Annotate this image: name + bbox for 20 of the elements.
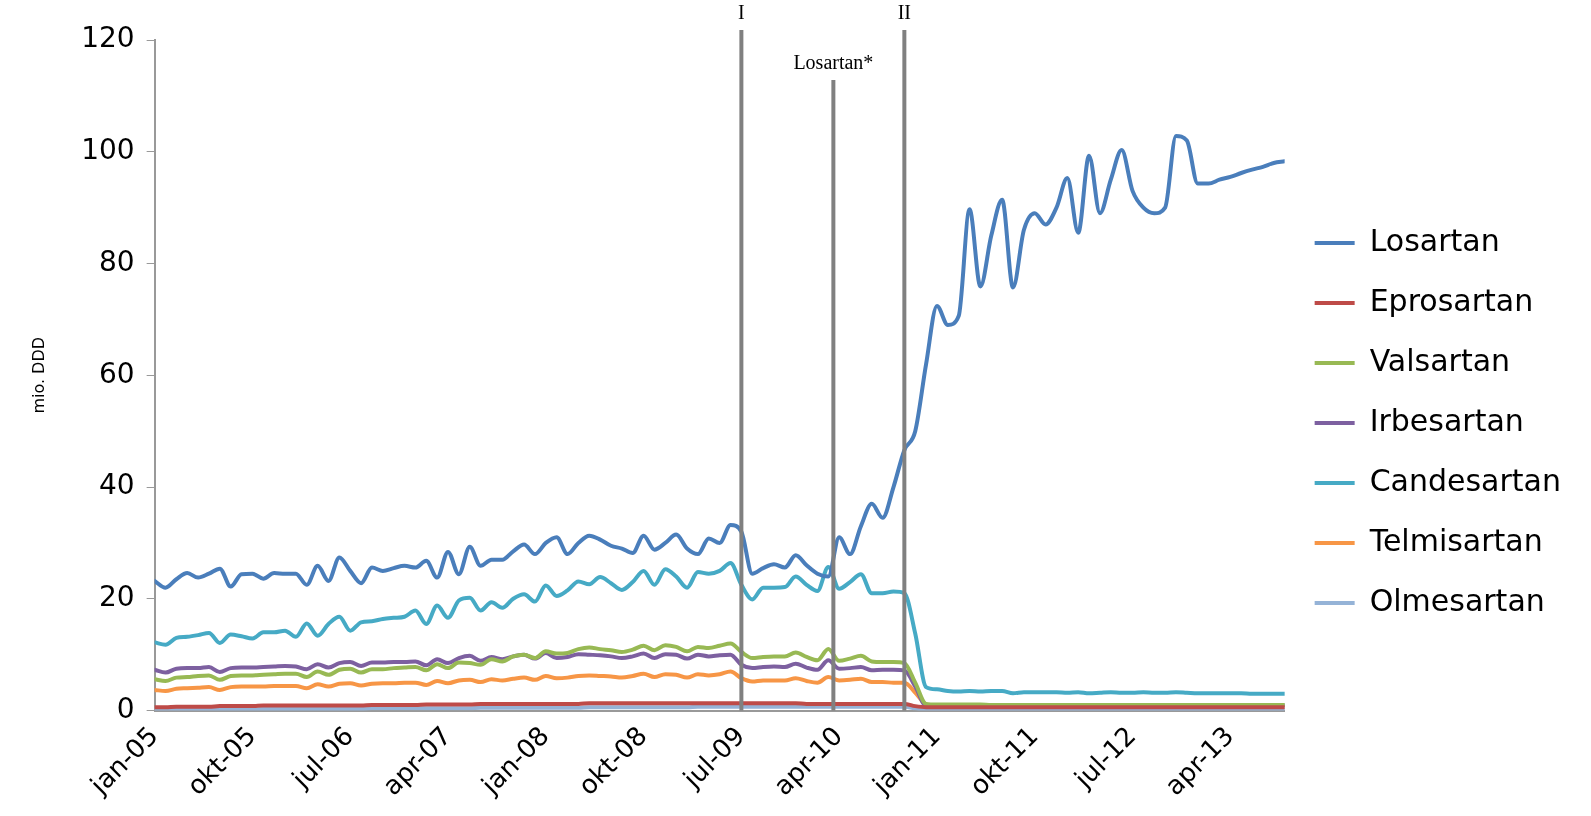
legend-label: Losartan	[1369, 222, 1500, 258]
legend-label: Irbesartan	[1369, 402, 1524, 438]
line-series	[154, 561, 1285, 696]
legend-label: Telmisartan	[1368, 522, 1543, 558]
ref-line-label: II	[897, 1, 912, 24]
legend-label: Candesartan	[1369, 462, 1562, 498]
y-axis-title: mio. DDD	[28, 336, 48, 414]
y-tick-label: 60	[99, 356, 135, 390]
ref-line-label: Losartan*	[793, 51, 874, 74]
y-tick-label: 0	[116, 691, 135, 725]
legend-label: Valsartan	[1369, 342, 1511, 378]
ref-line-label: I	[738, 1, 745, 24]
y-tick-label: 120	[81, 21, 135, 55]
y-tick-label: 20	[99, 580, 135, 614]
legend-label: Olmesartan	[1369, 582, 1545, 618]
legend-label: Eprosartan	[1369, 282, 1534, 318]
y-tick-label: 100	[81, 133, 135, 167]
y-tick-label: 80	[99, 244, 135, 278]
y-tick-label: 40	[99, 468, 135, 502]
line-series	[154, 134, 1285, 590]
